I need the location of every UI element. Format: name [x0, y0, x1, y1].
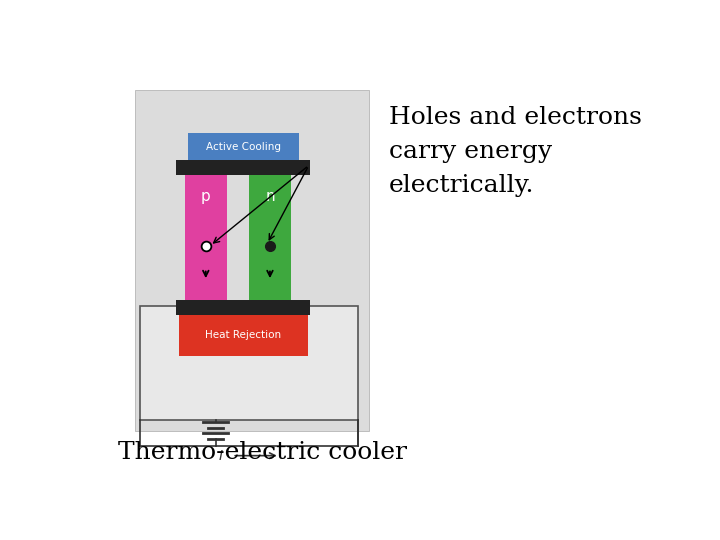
Bar [176, 160, 310, 175]
Bar [176, 300, 310, 315]
Bar [140, 306, 358, 420]
Text: n: n [265, 188, 275, 204]
Bar [185, 175, 227, 300]
Text: Holes and electrons
carry energy
electrically.: Holes and electrons carry energy electri… [389, 106, 642, 197]
Bar [188, 133, 300, 160]
Bar [135, 90, 369, 431]
Text: Active Cooling: Active Cooling [206, 142, 281, 152]
Text: Thermo-electric cooler: Thermo-electric cooler [118, 441, 407, 464]
Bar [249, 175, 291, 300]
Text: Heat Rejection: Heat Rejection [205, 330, 282, 341]
Bar [179, 315, 307, 356]
Text: p: p [201, 188, 211, 204]
Text: I: I [219, 449, 223, 463]
